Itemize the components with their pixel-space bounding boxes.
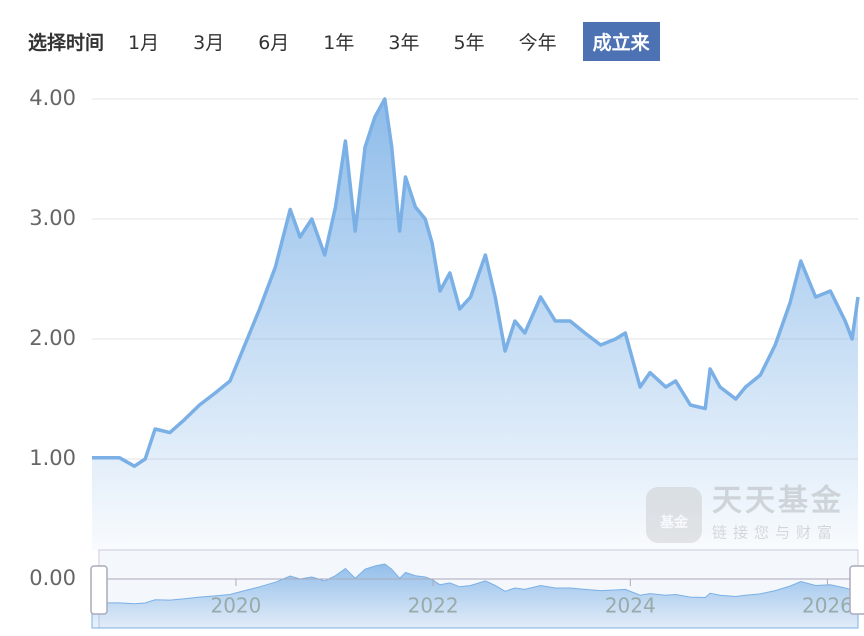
area-fill bbox=[92, 99, 858, 550]
y-tick-label: 3.00 bbox=[29, 206, 76, 230]
watermark-name: 天天基金 bbox=[712, 484, 844, 519]
watermark-slogan: 链接您与财富 bbox=[712, 524, 838, 542]
navigator-area bbox=[91, 563, 859, 629]
x-tick-label: 2020 bbox=[210, 594, 261, 618]
range-button[interactable]: 6月 bbox=[258, 31, 290, 54]
range-button[interactable]: 5年 bbox=[453, 31, 485, 54]
y-tick-label: 0.00 bbox=[29, 566, 76, 590]
y-tick-label: 4.00 bbox=[29, 86, 76, 110]
y-tick-label: 1.00 bbox=[29, 446, 76, 470]
nav-line bbox=[92, 97, 860, 468]
watermark-logo bbox=[646, 487, 702, 543]
range-button[interactable]: 今年 bbox=[518, 31, 557, 54]
navigator-handle[interactable] bbox=[849, 565, 864, 615]
navigator-handle[interactable] bbox=[90, 565, 108, 615]
range-button[interactable]: 1年 bbox=[323, 31, 355, 54]
range-button[interactable]: 3月 bbox=[193, 31, 225, 54]
range-button[interactable]: 成立来 bbox=[582, 21, 660, 61]
x-tick-label: 2024 bbox=[605, 594, 656, 618]
x-tick-label: 2026 bbox=[802, 594, 853, 618]
range-label: 选择时间 bbox=[28, 31, 105, 54]
range-bar: 选择时间 1月 3月 6月 1年 3年 5年 今年 成立来 bbox=[0, 20, 660, 62]
y-tick-label: 2.00 bbox=[29, 326, 76, 350]
range-button[interactable]: 1月 bbox=[128, 31, 160, 54]
x-tick-label: 2022 bbox=[408, 594, 459, 618]
range-button[interactable]: 3年 bbox=[388, 31, 420, 54]
watermark-logo-text: 基金 bbox=[660, 514, 689, 531]
